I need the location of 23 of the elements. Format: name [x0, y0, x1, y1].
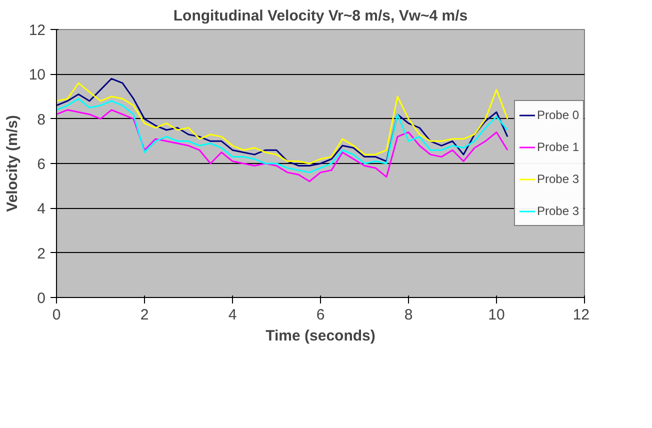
y-tick-label: 12 [28, 22, 46, 39]
x-tick-label: 8 [404, 306, 413, 324]
line-series [56, 109, 508, 182]
y-axis-title: Velocity (m/s) [4, 115, 21, 212]
x-tick-label: 6 [316, 306, 325, 324]
legend-label: Probe 3 [536, 172, 579, 186]
y-tick-label: 6 [37, 156, 46, 173]
y-tick-label: 10 [28, 66, 46, 84]
x-tick-label: 12 [572, 306, 590, 324]
line-series [56, 98, 508, 174]
y-tick-label: 8 [37, 111, 46, 128]
x-tick-label: 10 [488, 306, 505, 324]
y-tick-label: 0 [37, 290, 46, 307]
x-tick-label: 0 [52, 306, 61, 324]
legend-label: Probe 3 [536, 204, 579, 218]
legend-label: Probe 1 [536, 140, 579, 154]
y-tick-label: 4 [37, 200, 46, 218]
legend-label: Probe 0 [536, 108, 579, 122]
x-axis-title: Time (seconds) [266, 328, 376, 344]
chart-title: Longitudinal Velocity Vr~8 m/s, Vw~4 m/s [173, 8, 468, 24]
y-tick-label: 2 [37, 245, 46, 262]
x-tick-label: 2 [140, 306, 149, 324]
x-tick-label: 4 [228, 306, 237, 324]
